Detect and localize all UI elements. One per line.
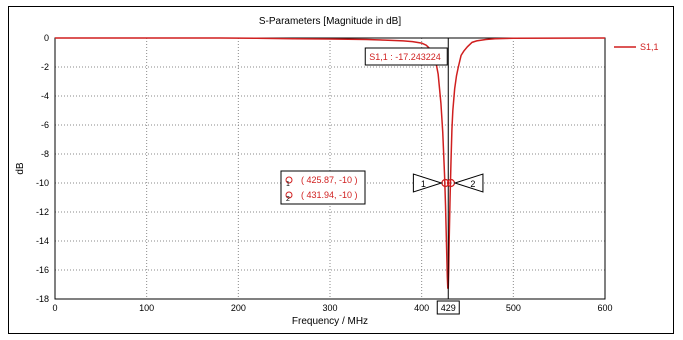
points-legend-id-2: 2 <box>286 196 290 203</box>
y-tick-label: -12 <box>36 207 49 217</box>
plot-area-border <box>54 37 606 300</box>
points-legend-label-1: ( 425.87, -10 ) <box>301 175 358 185</box>
y-tick-label: -8 <box>41 149 49 159</box>
points-legend-label-2: ( 431.94, -10 ) <box>301 190 358 200</box>
chart-canvas: S-Parameters [Magnitude in dB] 0 100 200 30… <box>15 16 659 327</box>
x-tick-label: 200 <box>231 303 246 313</box>
marker-frequency-label: 429 <box>441 303 456 313</box>
marker-frequency-box <box>436 300 460 315</box>
y-tick-label: -6 <box>41 120 49 130</box>
marker-readout-text: S1,1 : -17.243224 <box>369 52 441 62</box>
y-tick-label: -16 <box>36 265 49 275</box>
point-arrow-2-label: 2 <box>470 179 475 189</box>
axis-ticks: 0 100 200 300 400 500 600 0 -2 -4 -6 -8 -10 -12 -14 -16… <box>36 33 613 313</box>
series-line-s11 <box>55 37 606 289</box>
point-arrow-2 <box>453 173 484 193</box>
chart-title: S-Parameters [Magnitude in dB] <box>259 16 402 27</box>
points-legend-marker-1 <box>285 176 293 184</box>
y-tick-label: -10 <box>36 178 49 188</box>
point-arrow-1 <box>412 173 444 193</box>
gridlines <box>55 38 605 299</box>
points-legend-id-1: 1 <box>286 181 290 188</box>
y-tick-label: -2 <box>41 62 49 72</box>
x-tick-label: 100 <box>139 303 154 313</box>
points-legend-box <box>280 170 366 205</box>
y-axis-label: dB <box>15 162 26 175</box>
x-tick-label: 0 <box>52 303 57 313</box>
x-tick-label: 600 <box>597 303 612 313</box>
points-legend-marker-2 <box>285 191 293 199</box>
legend: S1,1 <box>614 42 659 52</box>
y-tick-label: -14 <box>36 236 49 246</box>
y-tick-label: -18 <box>36 294 49 304</box>
x-tick-label: 300 <box>322 303 337 313</box>
series-layer <box>55 37 606 289</box>
legend-label-s11: S1,1 <box>640 42 659 52</box>
x-tick-label: 400 <box>414 303 429 313</box>
point-arrow-1-label: 1 <box>421 179 426 189</box>
marker-readout-box <box>364 47 448 66</box>
y-tick-label: -4 <box>41 91 49 101</box>
chart-frame: S-Parameters [Magnitude in dB] 0 100 200 30… <box>8 6 674 334</box>
y-tick-label: 0 <box>44 33 49 43</box>
x-tick-label: 500 <box>506 303 521 313</box>
x-axis-label: Frequency / MHz <box>292 316 368 327</box>
annotation-layer: S1,1 : -17.243224 429 1 2 ( 425.87, -10 ) ( 4… <box>280 38 484 315</box>
